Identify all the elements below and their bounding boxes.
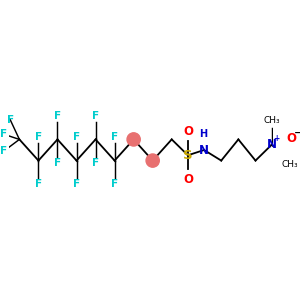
Text: CH₃: CH₃	[263, 116, 280, 125]
Text: F: F	[73, 179, 80, 189]
Text: F: F	[54, 158, 61, 168]
Circle shape	[146, 154, 159, 167]
Text: N: N	[267, 138, 277, 151]
Text: N: N	[199, 143, 209, 157]
Text: O: O	[183, 125, 193, 138]
Text: F: F	[35, 179, 42, 189]
Text: −: −	[294, 128, 300, 138]
Text: F: F	[111, 179, 118, 189]
Text: H: H	[199, 129, 207, 139]
Text: F: F	[54, 111, 61, 121]
Text: F: F	[92, 158, 99, 168]
Text: +: +	[273, 134, 280, 142]
Text: S: S	[183, 149, 193, 162]
Text: F: F	[111, 132, 118, 142]
Text: O: O	[286, 132, 296, 145]
Text: F: F	[35, 132, 42, 142]
Text: F: F	[0, 129, 7, 139]
Text: F: F	[73, 132, 80, 142]
Text: F: F	[7, 115, 14, 124]
Text: F: F	[92, 111, 99, 121]
Text: F: F	[0, 146, 7, 156]
Text: CH₃: CH₃	[282, 160, 298, 169]
Circle shape	[127, 133, 140, 146]
Text: O: O	[183, 172, 193, 186]
